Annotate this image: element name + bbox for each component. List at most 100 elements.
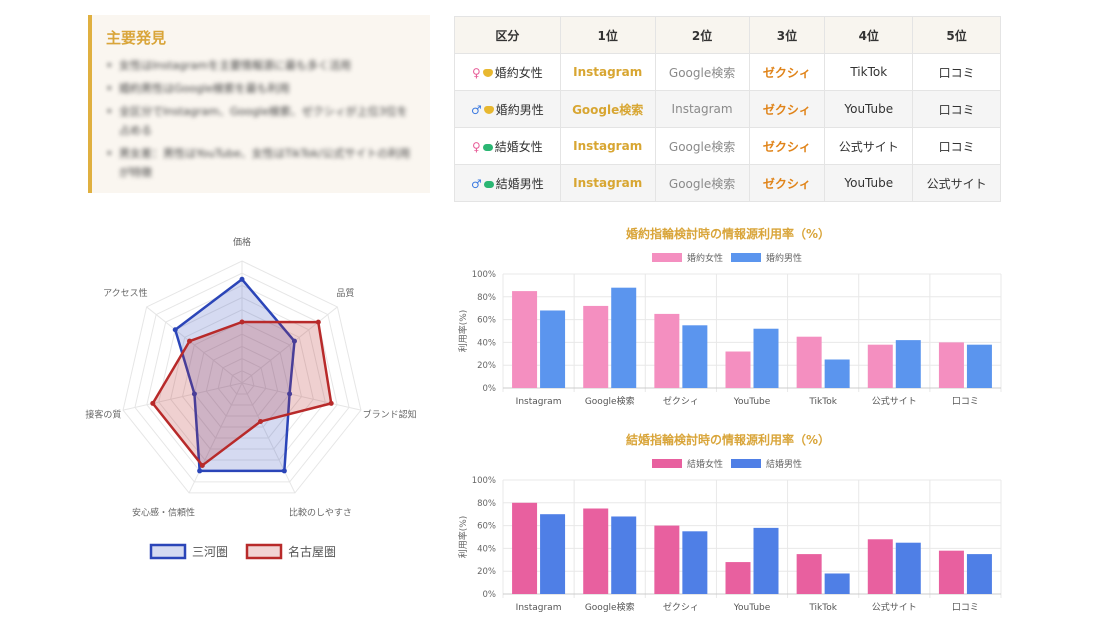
x-tick-label: Google検索	[585, 395, 635, 407]
wedding-ring-icon	[483, 180, 494, 188]
legend-label: 結婚男性	[766, 458, 802, 470]
radar-axis-label: ブランド認知	[363, 408, 417, 420]
x-tick-label: YouTube	[733, 397, 771, 407]
radar-spoke	[241, 382, 296, 494]
table-header-row: 区分 1位 2位 3位 4位 5位	[454, 16, 1001, 54]
bar	[796, 554, 822, 594]
row-label: ♂ 結婚男性	[454, 164, 561, 202]
y-tick-label: 20%	[477, 361, 496, 371]
legend-label: 婚約男性	[766, 252, 802, 264]
radar-grid-ring	[122, 260, 362, 494]
y-tick-label: 100%	[472, 476, 496, 486]
radar-axis-label: 品質	[336, 287, 354, 299]
bar	[654, 313, 680, 388]
radar-point	[328, 400, 334, 406]
findings-list: 女性はInstagramを主要情報源に最も多く活用 婚約男性はGoogle検索を…	[106, 56, 416, 182]
x-tick-label: 公式サイト	[872, 601, 917, 613]
x-tick-label: YouTube	[733, 603, 771, 613]
radar-point	[281, 468, 287, 474]
bar	[753, 328, 779, 388]
findings-title: 主要発見	[106, 29, 167, 47]
radar-spoke	[241, 306, 338, 384]
female-symbol-icon: ♀	[471, 139, 481, 154]
ranking-table: 区分 1位 2位 3位 4位 5位 ♀ 婚約女性 Instagram Google…	[454, 16, 1001, 202]
female-symbol-icon: ♀	[471, 65, 481, 80]
legend-swatch	[149, 543, 187, 560]
y-tick-label: 80%	[477, 293, 496, 303]
table-cell: ゼクシィ	[748, 164, 826, 202]
radar-grid-ring	[193, 333, 291, 428]
x-tick-label: 公式サイト	[872, 395, 917, 407]
table-cell: Google検索	[654, 164, 750, 202]
radar-point	[191, 391, 197, 397]
y-tick-label: 80%	[477, 499, 496, 509]
header-rank-1: 1位	[559, 16, 656, 54]
radar-point	[287, 391, 293, 397]
radar-point	[197, 468, 203, 474]
radar-point	[239, 319, 245, 325]
radar-grid-ring	[146, 284, 338, 472]
radar-grid-ring	[170, 309, 314, 450]
radar-series-area	[151, 320, 333, 467]
y-tick-label: 0%	[483, 590, 497, 600]
radar-grid-ring	[205, 345, 279, 417]
legend-label: 名古屋圏	[288, 544, 336, 559]
bar	[611, 516, 637, 594]
bar	[583, 508, 609, 594]
table-cell: Instagram	[654, 90, 750, 128]
bar	[725, 562, 751, 594]
radar-grid-ring	[181, 321, 303, 439]
bar	[867, 539, 893, 594]
bar	[611, 287, 637, 388]
y-tick-label: 40%	[477, 338, 496, 348]
x-tick-label: TikTok	[808, 397, 837, 407]
x-tick-label: Google検索	[585, 601, 635, 613]
table-cell: Google検索	[654, 127, 750, 165]
table-cell: Instagram	[559, 164, 656, 202]
table-cell: 口コミ	[912, 53, 1001, 91]
y-tick-label: 60%	[477, 316, 496, 326]
legend-label: 結婚女性	[687, 458, 723, 470]
radar-axis-label: 比較のしやすさ	[289, 507, 352, 519]
row-label: ♀ 結婚女性	[454, 127, 561, 165]
radar-axis-label: 安心感・信頼性	[132, 507, 195, 519]
x-tick-label: Instagram	[516, 603, 562, 613]
table-cell: Google検索	[654, 53, 750, 91]
table-cell: ゼクシィ	[748, 127, 826, 165]
radar-point	[150, 400, 156, 406]
x-tick-label: TikTok	[808, 603, 837, 613]
bar	[682, 531, 708, 594]
legend-swatch	[652, 459, 682, 468]
engagement-ring-icon	[482, 69, 493, 77]
radar-grid-ring	[217, 358, 267, 406]
bar	[512, 502, 538, 594]
x-tick-label: ゼクシィ	[663, 395, 699, 407]
table-cell: Google検索	[559, 90, 656, 128]
table-cell: 公式サイト	[824, 127, 914, 165]
legend-swatch	[731, 253, 761, 262]
y-tick-label: 60%	[477, 522, 496, 532]
y-tick-label: 100%	[472, 270, 496, 280]
radar-point	[291, 338, 297, 344]
y-axis-label: 利用率(%)	[457, 310, 469, 353]
bar	[682, 325, 708, 388]
table-cell: Instagram	[559, 53, 656, 91]
radar-grid-ring	[134, 272, 350, 483]
bar	[583, 305, 609, 388]
legend-label: 婚約女性	[687, 252, 723, 264]
y-tick-label: 20%	[477, 567, 496, 577]
x-tick-label: ゼクシィ	[663, 601, 699, 613]
engagement-ring-icon	[483, 106, 494, 114]
header-rank-3: 3位	[748, 16, 826, 54]
radar-point	[315, 319, 321, 325]
bar-chart: 結婚指輪検討時の情報源利用率（%） 結婚女性 結婚男性 0% 20% 40% 60% 80% 1…	[457, 432, 1002, 613]
bar	[540, 514, 566, 594]
x-tick-label: 口コミ	[952, 397, 979, 407]
radar-axis-label: 価格	[233, 236, 251, 248]
header-rank-4: 4位	[824, 16, 914, 54]
bar	[725, 351, 751, 388]
table-cell: YouTube	[824, 164, 914, 202]
radar-grid-ring	[229, 370, 255, 395]
table-cell: YouTube	[824, 90, 914, 128]
